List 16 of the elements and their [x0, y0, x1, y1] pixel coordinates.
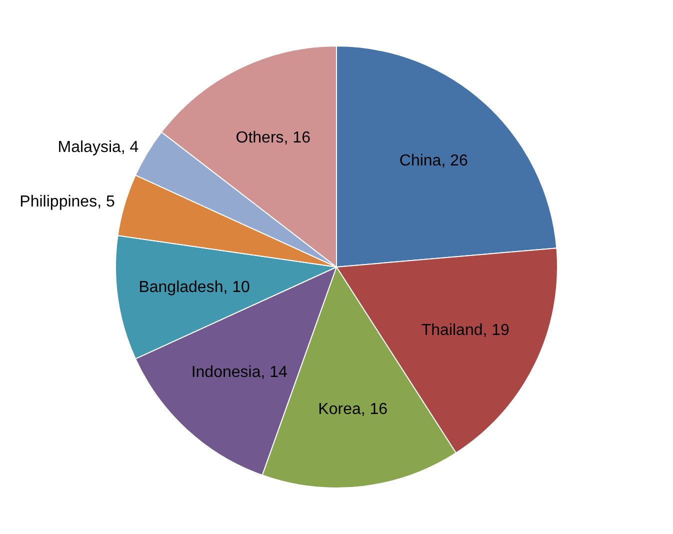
- slice-label: Bangladesh: [138, 278, 224, 296]
- data-label: , 19: [482, 322, 510, 339]
- slice-label: Philippines: [20, 193, 98, 210]
- slice-label: Others: [236, 129, 284, 146]
- data-label: , 4: [120, 139, 139, 156]
- slice-label: China: [399, 152, 442, 170]
- data-label: , 16: [360, 401, 388, 418]
- slice-label: Thailand: [421, 322, 483, 339]
- data-label: , 26: [441, 152, 468, 170]
- data-label: , 10: [223, 278, 250, 296]
- slice-label: Korea: [318, 401, 361, 418]
- data-label: , 14: [260, 364, 288, 382]
- data-label: , 5: [97, 193, 115, 210]
- slice-label: Indonesia: [191, 364, 261, 382]
- slice-label: Malaysia: [58, 139, 121, 156]
- data-label: , 16: [284, 129, 311, 146]
